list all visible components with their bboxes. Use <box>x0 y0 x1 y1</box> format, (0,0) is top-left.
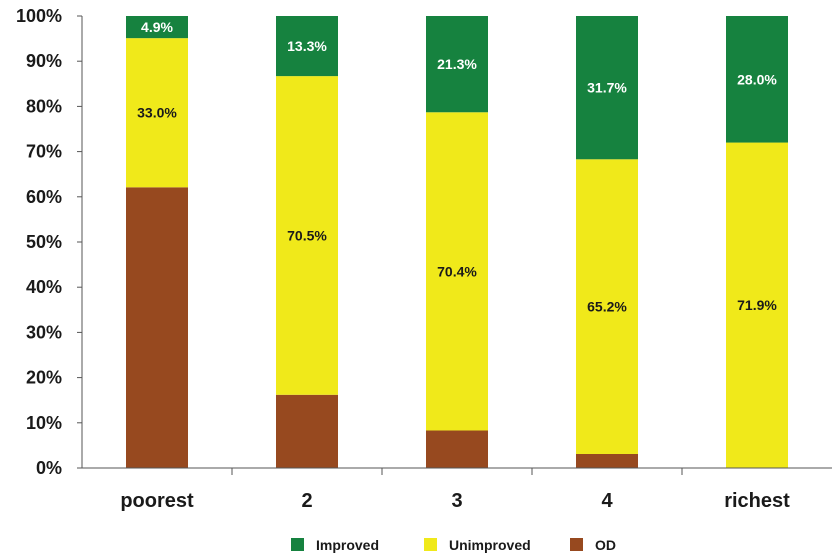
bar-segment-od-1 <box>276 394 338 468</box>
y-axis: 0% 10% 20% 30% 40% 50% 60% 70% 80% 90% 100% <box>16 6 83 478</box>
y-tick-label: 30% <box>26 322 62 342</box>
bar-segment-od-0 <box>126 187 188 469</box>
data-label-improved-4: 28.0% <box>737 71 777 87</box>
y-tick-label: 80% <box>26 96 62 116</box>
legend-swatch-unimproved <box>424 538 437 551</box>
x-category-label: poorest <box>120 490 194 512</box>
x-axis: poorest 2 3 4 richest <box>82 467 832 512</box>
data-label-unimproved-3: 65.2% <box>587 299 627 315</box>
data-label-improved-2: 21.3% <box>437 56 477 72</box>
bar-segment-improved-2 <box>426 16 488 113</box>
bar-segment-od-2 <box>426 430 488 468</box>
x-category-label: 2 <box>301 490 312 512</box>
bar-segment-unimproved-1 <box>276 76 338 395</box>
x-category-label: 3 <box>451 490 462 512</box>
data-label-unimproved-0: 33.0% <box>137 105 177 121</box>
legend-label-unimproved: Unimproved <box>449 537 531 553</box>
x-category-label: 4 <box>601 490 613 512</box>
bar-segment-improved-4 <box>726 16 788 143</box>
y-tick-label: 70% <box>26 142 62 162</box>
bar-segment-unimproved-3 <box>576 159 638 454</box>
data-label-unimproved-2: 70.4% <box>437 263 477 279</box>
x-category-label: richest <box>724 490 790 512</box>
bar-segment-unimproved-0 <box>126 38 188 188</box>
y-tick-label: 0% <box>36 458 62 478</box>
legend-swatch-od <box>570 538 583 551</box>
y-tick-label: 60% <box>26 187 62 207</box>
y-tick-label: 10% <box>26 413 62 433</box>
y-tick-label: 50% <box>26 232 62 252</box>
bar-segment-unimproved-4 <box>726 142 788 468</box>
bar-segment-improved-0 <box>126 16 188 39</box>
legend: Improved Unimproved OD <box>291 537 616 553</box>
y-tick-label: 20% <box>26 368 62 388</box>
bar-segment-unimproved-2 <box>426 112 488 431</box>
data-label-unimproved-4: 71.9% <box>737 297 777 313</box>
bars-group: 33.0% 4.9% 70.5% 13.3% 70.4% 21.3% 65.2% 31.7% 7… <box>126 16 788 469</box>
bar-segment-improved-3 <box>576 16 638 160</box>
data-label-improved-3: 31.7% <box>587 80 627 96</box>
data-label-improved-1: 13.3% <box>287 38 327 54</box>
y-tick-label: 90% <box>26 51 62 71</box>
data-label-improved-0: 4.9% <box>141 19 173 35</box>
bar-segment-improved-1 <box>276 16 338 77</box>
data-label-unimproved-1: 70.5% <box>287 227 327 243</box>
y-tick-label: 40% <box>26 277 62 297</box>
legend-swatch-improved <box>291 538 304 551</box>
y-tick-label: 100% <box>16 6 62 26</box>
legend-label-improved: Improved <box>316 537 379 553</box>
legend-label-od: OD <box>595 537 616 553</box>
bar-segment-od-3 <box>576 453 638 468</box>
